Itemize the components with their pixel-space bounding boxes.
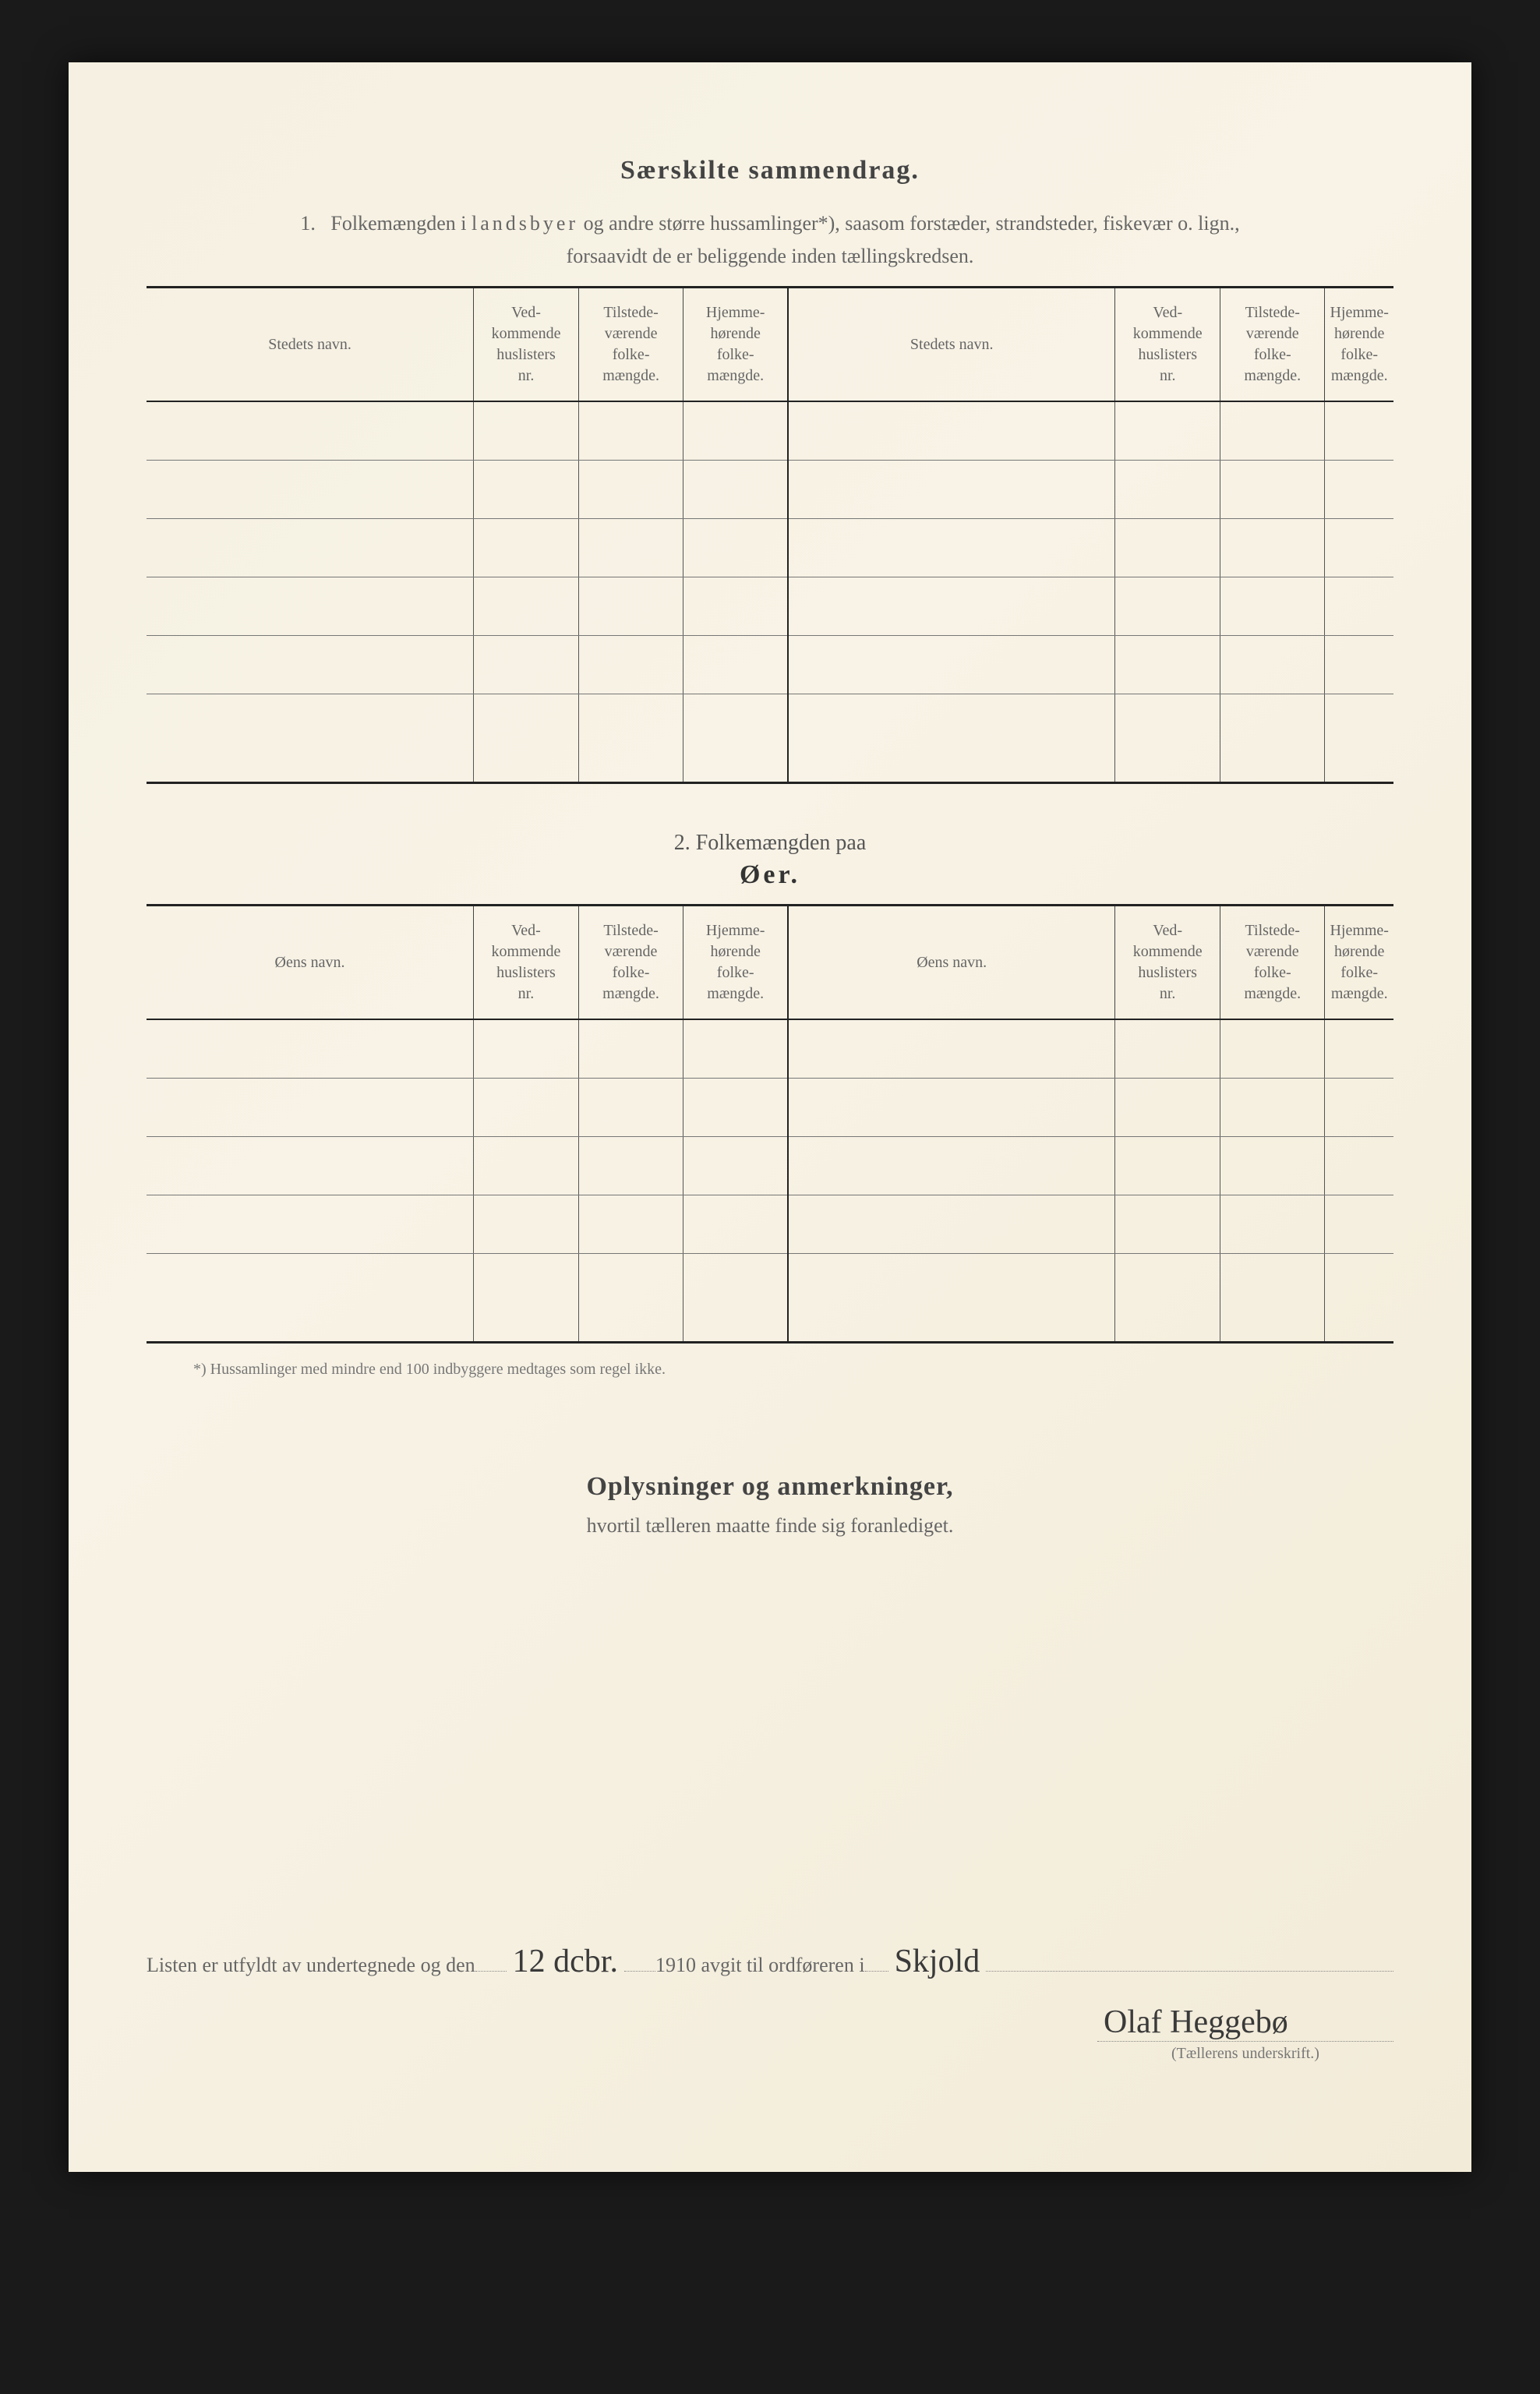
th-tilst-right: Tilstede- værende folke- mængde.	[1220, 288, 1325, 402]
sig-year: 1910	[655, 1954, 696, 1977]
table-row	[147, 1137, 1393, 1195]
table-1-villages: Stedets navn. Ved- kommende huslisters n…	[147, 286, 1393, 784]
signature-line-2: Olaf Heggebø (Tællerens underskrift.)	[147, 2004, 1393, 2063]
table-row	[147, 401, 1393, 461]
table-row	[147, 519, 1393, 577]
table-row	[147, 1195, 1393, 1254]
th2-name-left: Øens navn.	[147, 906, 474, 1020]
th2-tilst-left: Tilstede- værende folke- mængde.	[578, 906, 683, 1020]
dotted-fill	[986, 1951, 1393, 1972]
th2-tilst-right: Tilstede- værende folke- mængde.	[1220, 906, 1325, 1020]
sig-under-label: (Tællerens underskrift.)	[1097, 2041, 1393, 2063]
th2-hjem-right: Hjemme- hørende folke- mængde.	[1325, 906, 1393, 1020]
footnote: *) Hussamlinger med mindre end 100 indby…	[193, 1361, 1393, 1379]
signature-line-1: Listen er utfyldt av undertegnede og den…	[147, 1943, 1393, 1980]
table-2-islands: Øens navn. Ved- kommende huslisters nr. …	[147, 904, 1393, 1344]
table-row	[147, 1019, 1393, 1079]
table-row	[147, 1254, 1393, 1343]
section3-sub: hvortil tælleren maatte finde sig foranl…	[147, 1514, 1393, 1538]
th-tilst-left: Tilstede- værende folke- mængde.	[578, 288, 683, 402]
section2-head: 2. Folkemængden paa	[147, 831, 1393, 856]
table-row	[147, 461, 1393, 519]
subtitle-part-a: Folkemængden i	[330, 212, 472, 235]
th-name-right: Stedets navn.	[788, 288, 1115, 402]
section3-head: Oplysninger og anmerkninger,	[147, 1472, 1393, 1502]
table-row	[147, 636, 1393, 694]
sig-pre: Listen er utfyldt av undertegnede og den	[147, 1954, 475, 1977]
table-row	[147, 577, 1393, 636]
section2-oer: Øer.	[147, 860, 1393, 890]
table-row	[147, 1079, 1393, 1137]
th-hjem-left: Hjemme- hørende folke- mængde.	[683, 288, 788, 402]
subtitle-part-c: forsaavidt de er beliggende inden tællin…	[567, 245, 974, 267]
subtitle-num: 1.	[300, 212, 316, 235]
th-nr-left: Ved- kommende huslisters nr.	[474, 288, 579, 402]
th2-nr-left: Ved- kommende huslisters nr.	[474, 906, 579, 1020]
subtitle-part-b: og andre større hussamlinger*), saasom f…	[578, 212, 1240, 235]
th-nr-right: Ved- kommende huslisters nr.	[1115, 288, 1220, 402]
signature-block: Listen er utfyldt av undertegnede og den…	[147, 1943, 1393, 2063]
th2-hjem-left: Hjemme- hørende folke- mængde.	[683, 906, 788, 1020]
th2-nr-right: Ved- kommende huslisters nr.	[1115, 906, 1220, 1020]
sig-place-handwritten: Skjold	[888, 1943, 987, 1980]
subtitle-spaced-word: landsbyer	[472, 212, 578, 235]
section1-title: Særskilte sammendrag.	[147, 156, 1393, 185]
table-2-body	[147, 1019, 1393, 1343]
document-page: Særskilte sammendrag. 1. Folkemængden i …	[69, 62, 1471, 2172]
section1-subtitle: 1. Folkemængden i landsbyer og andre stø…	[147, 207, 1393, 272]
th2-name-right: Øens navn.	[788, 906, 1115, 1020]
dotted-fill	[624, 1951, 655, 1972]
dotted-fill	[865, 1951, 888, 1972]
th-hjem-right: Hjemme- hørende folke- mængde.	[1325, 288, 1393, 402]
sig-date-handwritten: 12 dcbr.	[507, 1943, 624, 1980]
table-1-body	[147, 401, 1393, 783]
dotted-fill	[475, 1951, 507, 1972]
th-name-left: Stedets navn.	[147, 288, 474, 402]
sig-name-handwritten: Olaf Heggebø	[1097, 2004, 1295, 2040]
table-row	[147, 694, 1393, 783]
sig-mid: avgit til ordføreren i	[701, 1954, 864, 1977]
